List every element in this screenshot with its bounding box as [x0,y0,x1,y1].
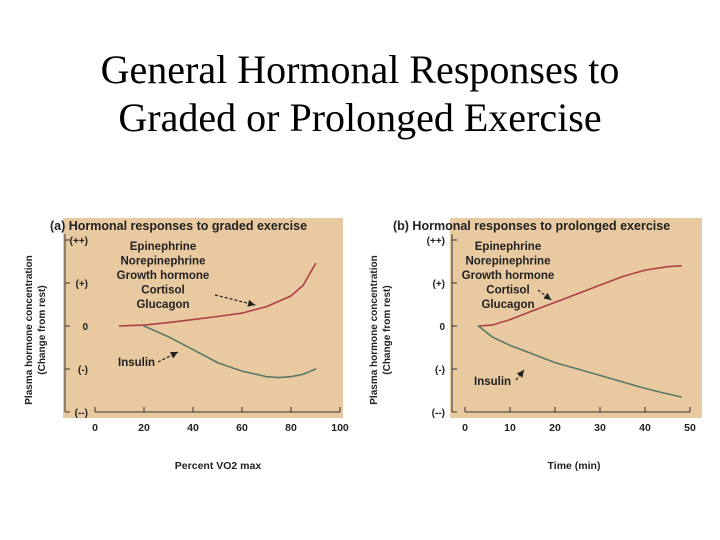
rising-hormones-label-a: Growth hormone [117,270,210,282]
x-tick-label-a: 80 [285,422,297,434]
rising-hormones-point-b [621,275,624,278]
rising-hormones-point-a [314,262,317,265]
insulin-point-a [302,373,305,375]
x-tick-label-b: 20 [549,422,561,434]
panel-title-a: (a) Hormonal responses to graded exercis… [50,219,307,233]
y-tick-label-a: (--) [75,408,88,419]
rising-hormones-point-a [216,315,219,318]
x-axis-label-a: Percent VO2 max [175,460,262,472]
insulin-point-b [531,353,534,355]
slide-title-line-2: Graded or Prolonged Exercise [118,95,602,140]
y-tick-label-b: (-) [435,365,445,376]
insulin-point-a [277,376,280,379]
x-tick-label-a: 100 [331,422,349,434]
x-tick-label-a: 20 [138,422,150,434]
insulin-point-a [265,375,268,378]
rising-hormones-label-b: Norepinephrine [466,256,551,268]
rising-hormones-point-b [531,310,534,312]
insulin-arrow-b [515,369,525,381]
x-tick-label-a: 60 [236,422,248,434]
rising-hormones-label-b: Glucagon [481,299,534,311]
y-axis-label-a: Plasma hormone concentration [24,255,35,404]
y-axis-label2-a: (Change from rest) [37,285,48,374]
slide-title-line-1: General Hormonal Responses to [100,47,620,92]
rising-hormones-point-b [666,265,669,268]
rising-hormones-point-a [241,312,243,314]
y-tick-label-b: (--) [432,408,445,419]
insulin-point-a [314,368,317,370]
x-tick-label-b: 0 [462,422,468,434]
x-tick-label-b: 10 [504,422,516,434]
rising-hormones-point-a [302,284,305,286]
rising-hormones-label-a: Cortisol [141,285,184,297]
insulin-label-b: Insulin [474,376,511,388]
y-axis-label2-b: (Change from rest) [382,285,393,374]
x-tick-label-b: 40 [639,422,651,434]
x-tick-label-b: 30 [594,422,606,434]
insulin-point-a [143,325,145,327]
y-tick-label-b: 0 [439,322,445,333]
insulin-point-b [666,393,669,395]
rising-hormones-label-a: Glucagon [136,299,189,311]
insulin-point-b [509,344,511,347]
insulin-arrow-a [157,351,179,363]
insulin-point-a [216,361,219,364]
rising-hormones-point-b [554,301,556,304]
rising-hormones-label-b: Epinephrine [475,241,541,253]
y-tick-label-a: (++) [70,236,88,247]
y-tick-label-b: (+) [433,279,446,290]
rising-hormones-point-b [599,284,601,286]
rising-hormones-arrow-b [537,289,552,301]
rising-hormones-label-b: Cortisol [486,285,529,297]
insulin-point-b [644,387,646,390]
y-tick-label-b: (++) [427,236,445,247]
rising-hormones-point-a [167,321,170,324]
rising-hormones-point-a [118,325,121,327]
insulin-point-b [491,335,493,338]
rising-hormones-point-b [644,269,646,271]
x-tick-label-a: 40 [187,422,199,434]
y-tick-label-a: (-) [78,365,88,376]
rising-hormones-arrow-a [214,294,256,307]
insulin-label-a: Insulin [118,357,155,369]
y-tick-label-a: 0 [82,322,88,333]
y-tick-label-a: (+) [76,279,89,290]
rising-hormones-point-a [192,318,194,321]
insulin-point-a [290,375,292,378]
insulin-point-b [477,325,480,327]
insulin-line-a [143,325,316,379]
rising-hormones-point-a [290,295,292,297]
slide-title: General Hormonal Responses to Graded or … [0,46,720,142]
insulin-point-b [554,361,556,364]
x-tick-label-a: 0 [92,422,98,434]
chart-panel-b: (b) Hormonal responses to prolonged exer… [369,218,702,472]
rising-hormones-label-b: Growth hormone [462,270,555,282]
insulin-point-b [576,368,579,370]
insulin-point-a [241,370,243,372]
rising-hormones-line-a [119,263,317,327]
plot-background-b [450,218,702,418]
chart-panel-a: (a) Hormonal responses to graded exercis… [24,218,349,472]
insulin-point-a [192,348,194,351]
rising-hormones-point-b [680,265,682,267]
rising-hormones-label-a: Epinephrine [130,241,196,253]
insulin-point-b [621,381,624,383]
insulin-point-a [167,335,170,338]
panel-title-b: (b) Hormonal responses to prolonged exer… [393,219,670,233]
y-axis-label-b: Plasma hormone concentration [369,255,380,404]
rising-hormones-point-b [576,292,579,295]
insulin-point-b [680,396,682,398]
rising-hormones-point-a [265,305,268,308]
rising-hormones-point-b [491,324,493,326]
insulin-point-b [599,374,601,377]
rising-hormones-label-a: Norepinephrine [121,256,206,268]
x-tick-label-b: 50 [684,422,696,434]
rising-hormones-point-b [509,318,511,321]
x-axis-label-b: Time (min) [548,460,601,472]
